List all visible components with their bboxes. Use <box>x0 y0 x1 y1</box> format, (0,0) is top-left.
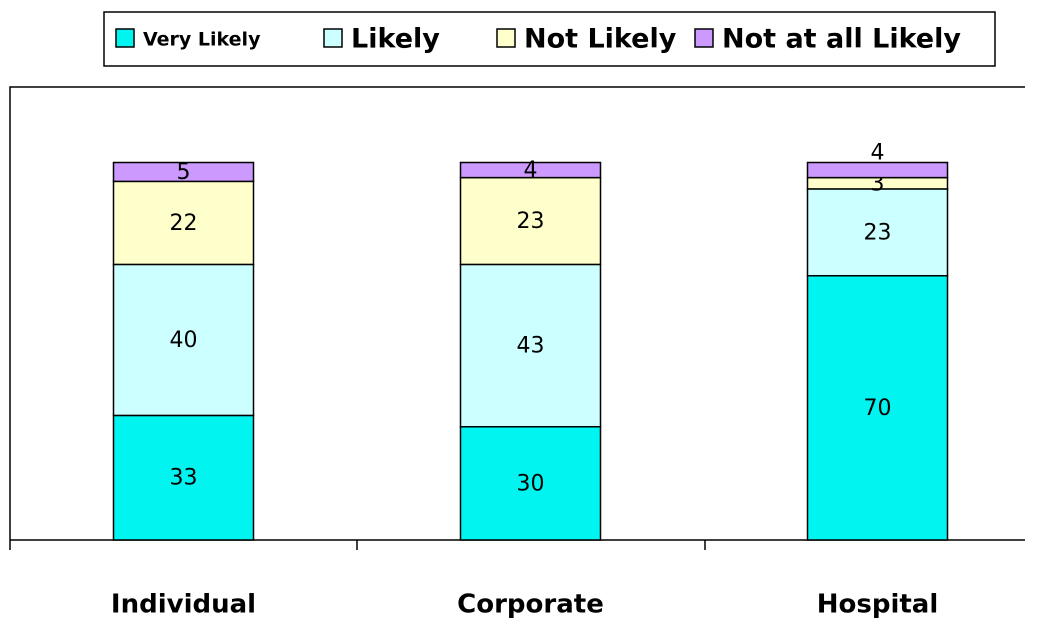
bar-segment <box>112 180 255 266</box>
value-label: 40 <box>170 328 198 353</box>
value-label: 70 <box>864 396 892 421</box>
bar-segment <box>112 263 255 417</box>
value-label: 30 <box>517 471 545 496</box>
legend-label: Very Likely <box>143 29 261 51</box>
legend-label: Not at all Likely <box>722 24 961 55</box>
bar-segment <box>459 176 602 266</box>
bar-segment <box>112 161 255 183</box>
value-label: 4 <box>524 158 538 183</box>
bar-segment <box>806 275 949 541</box>
plot-frame <box>9 86 1025 540</box>
legend-label: Not Likely <box>524 24 677 55</box>
legend-swatch <box>323 28 343 48</box>
x-tick-label: Corporate <box>457 590 604 620</box>
bar-segment <box>806 161 949 179</box>
legend-label: Likely <box>351 24 440 55</box>
value-label: 22 <box>170 211 198 236</box>
bar-segment <box>806 188 949 277</box>
legend-swatch <box>115 28 135 48</box>
x-tick-label: Hospital <box>817 590 939 620</box>
bar-segment <box>459 161 602 179</box>
legend-box <box>103 11 996 67</box>
value-label: 33 <box>170 466 198 491</box>
value-label: 23 <box>864 220 892 245</box>
value-label: 4 <box>871 141 885 166</box>
legend-swatch <box>694 28 714 48</box>
legend-swatch <box>496 28 516 48</box>
x-tick-label: Individual <box>111 590 256 620</box>
value-label: 5 <box>177 160 191 185</box>
value-label: 23 <box>517 209 545 234</box>
value-label: 43 <box>517 334 545 359</box>
